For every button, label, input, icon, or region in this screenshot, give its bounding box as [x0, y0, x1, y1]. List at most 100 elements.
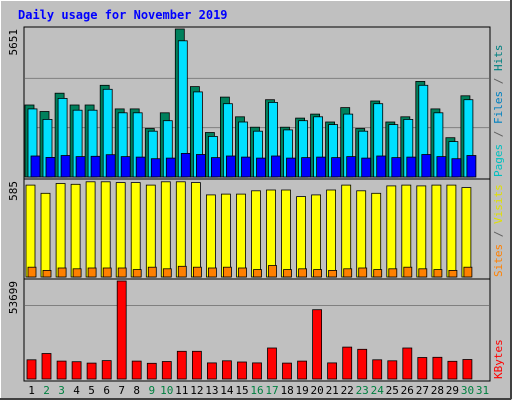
y-scale-label: 53699: [7, 281, 20, 314]
x-tick-label: 2: [43, 384, 50, 397]
bar-kbytes: [387, 360, 398, 380]
x-tick-label: 5: [88, 384, 95, 397]
x-tick-label: 19: [295, 384, 308, 397]
bar-visits: [266, 189, 276, 278]
bar-visits: [115, 182, 126, 278]
bar-visits: [431, 184, 442, 278]
x-tick-label: 18: [280, 384, 293, 397]
x-tick-label: 26: [401, 384, 414, 397]
bar-sites: [433, 269, 443, 278]
bar-kbytes: [56, 360, 67, 380]
bar-pages: [30, 155, 41, 178]
bar-kbytes: [402, 347, 413, 380]
bar-pages: [316, 156, 327, 178]
bar-sites: [222, 266, 232, 278]
bar-pages: [210, 157, 221, 178]
y-scale-label: 585: [7, 181, 20, 201]
bar-visits: [100, 181, 111, 278]
bar-kbytes: [267, 347, 277, 380]
x-tick-label: 22: [341, 384, 354, 397]
bar-pages: [301, 157, 312, 178]
bar-sites: [27, 266, 37, 278]
bar-sites: [358, 267, 368, 278]
series-legend: Pages / Files / Hits: [492, 45, 505, 178]
bar-pages: [120, 156, 131, 178]
bar-kbytes: [161, 361, 172, 380]
bar-pages: [346, 156, 357, 178]
x-tick-label: 28: [431, 384, 444, 397]
bar-kbytes: [237, 361, 247, 380]
bar-kbytes: [342, 346, 353, 380]
bar-visits: [386, 185, 397, 278]
bar-pages: [241, 156, 251, 178]
bar-visits: [461, 187, 472, 278]
bar-sites: [192, 266, 202, 278]
bar-kbytes: [221, 360, 232, 380]
bar-pages: [421, 154, 432, 178]
x-tick-label: 25: [386, 384, 399, 397]
bar-pages: [331, 157, 342, 178]
bar-sites: [298, 268, 308, 278]
x-tick-label: 9: [148, 384, 155, 397]
x-tick-label: 11: [175, 384, 188, 397]
bar-sites: [253, 269, 262, 278]
bar-pages: [451, 158, 462, 178]
bar-visits: [296, 196, 307, 278]
bar-visits: [416, 185, 427, 278]
bar-kbytes: [282, 362, 292, 380]
bar-kbytes: [116, 280, 127, 380]
x-tick-label: 20: [310, 384, 323, 397]
bar-pages: [406, 156, 417, 178]
x-tick-label: 3: [58, 384, 65, 397]
bar-pages: [195, 154, 206, 178]
x-tick-label: 16: [250, 384, 263, 397]
bar-sites: [102, 267, 112, 278]
bar-kbytes: [71, 361, 82, 380]
bar-kbytes: [206, 362, 217, 380]
bar-kbytes: [176, 350, 187, 380]
bar-sites: [418, 268, 428, 278]
bar-pages: [376, 155, 387, 178]
bar-visits: [55, 183, 66, 278]
bar-pages: [225, 155, 236, 178]
legend-entry: Files: [492, 91, 505, 124]
bar-kbytes: [252, 362, 262, 380]
x-tick-label: 7: [118, 384, 125, 397]
bar-pages: [165, 157, 176, 178]
x-tick-label: 31: [476, 384, 489, 397]
bar-pages: [45, 156, 56, 178]
bar-pages: [150, 158, 161, 178]
bar-pages: [466, 155, 477, 178]
bar-kbytes: [86, 362, 97, 380]
chart-panel: 5651 Pages / Files / Hits: [7, 26, 505, 180]
legend-entry: /: [492, 124, 505, 144]
legend-entry: Visits: [492, 184, 505, 224]
bar-kbytes: [327, 362, 338, 380]
bar-visits: [145, 184, 156, 278]
x-tick-label: 29: [446, 384, 459, 397]
chart-title: Daily usage for November 2019: [18, 8, 228, 22]
x-tick-label: 14: [220, 384, 234, 397]
bar-visits: [236, 193, 246, 278]
legend-entry: /: [492, 71, 505, 91]
bar-visits: [251, 190, 261, 278]
bar-visits: [281, 189, 291, 278]
bar-sites: [448, 269, 458, 278]
x-tick-label: 1: [28, 384, 35, 397]
x-tick-label: 10: [160, 384, 173, 397]
bar-visits: [25, 184, 36, 278]
bar-visits: [175, 181, 186, 278]
bar-kbytes: [297, 360, 308, 380]
bar-pages: [271, 155, 281, 178]
bar-visits: [70, 183, 81, 278]
x-tick-label: 8: [133, 384, 140, 397]
bar-visits: [326, 189, 337, 278]
bar-sites: [283, 269, 292, 278]
bar-sites: [238, 267, 247, 278]
bar-kbytes: [191, 350, 202, 380]
bar-sites: [343, 268, 353, 278]
x-tick-label: 23: [356, 384, 369, 397]
series-legend: Sites / Visits: [492, 184, 505, 277]
x-tick-label: 21: [326, 384, 339, 397]
